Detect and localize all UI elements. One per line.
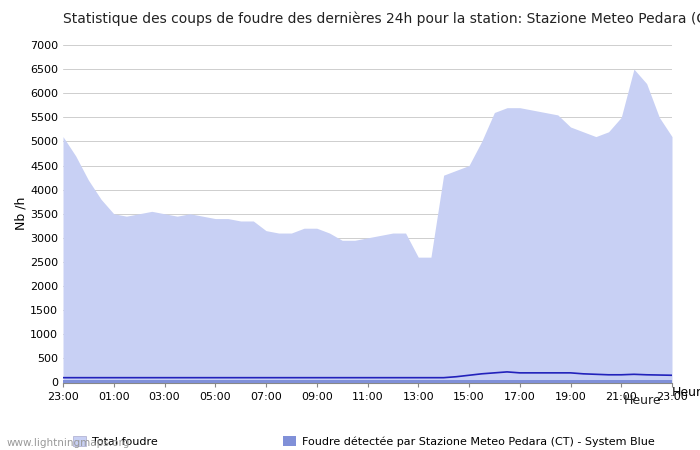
Legend: Total foudre, Moyenne de toutes les stations, Foudre détectée par Stazione Meteo: Total foudre, Moyenne de toutes les stat… — [69, 432, 659, 450]
Y-axis label: Nb /h: Nb /h — [14, 197, 27, 230]
Text: www.lightningmaps.org: www.lightningmaps.org — [7, 438, 130, 448]
Text: Heure: Heure — [624, 394, 662, 407]
Text: Statistique des coups de foudre des dernières 24h pour la station: Stazione Mete: Statistique des coups de foudre des dern… — [63, 11, 700, 26]
Text: Heure: Heure — [672, 386, 700, 399]
